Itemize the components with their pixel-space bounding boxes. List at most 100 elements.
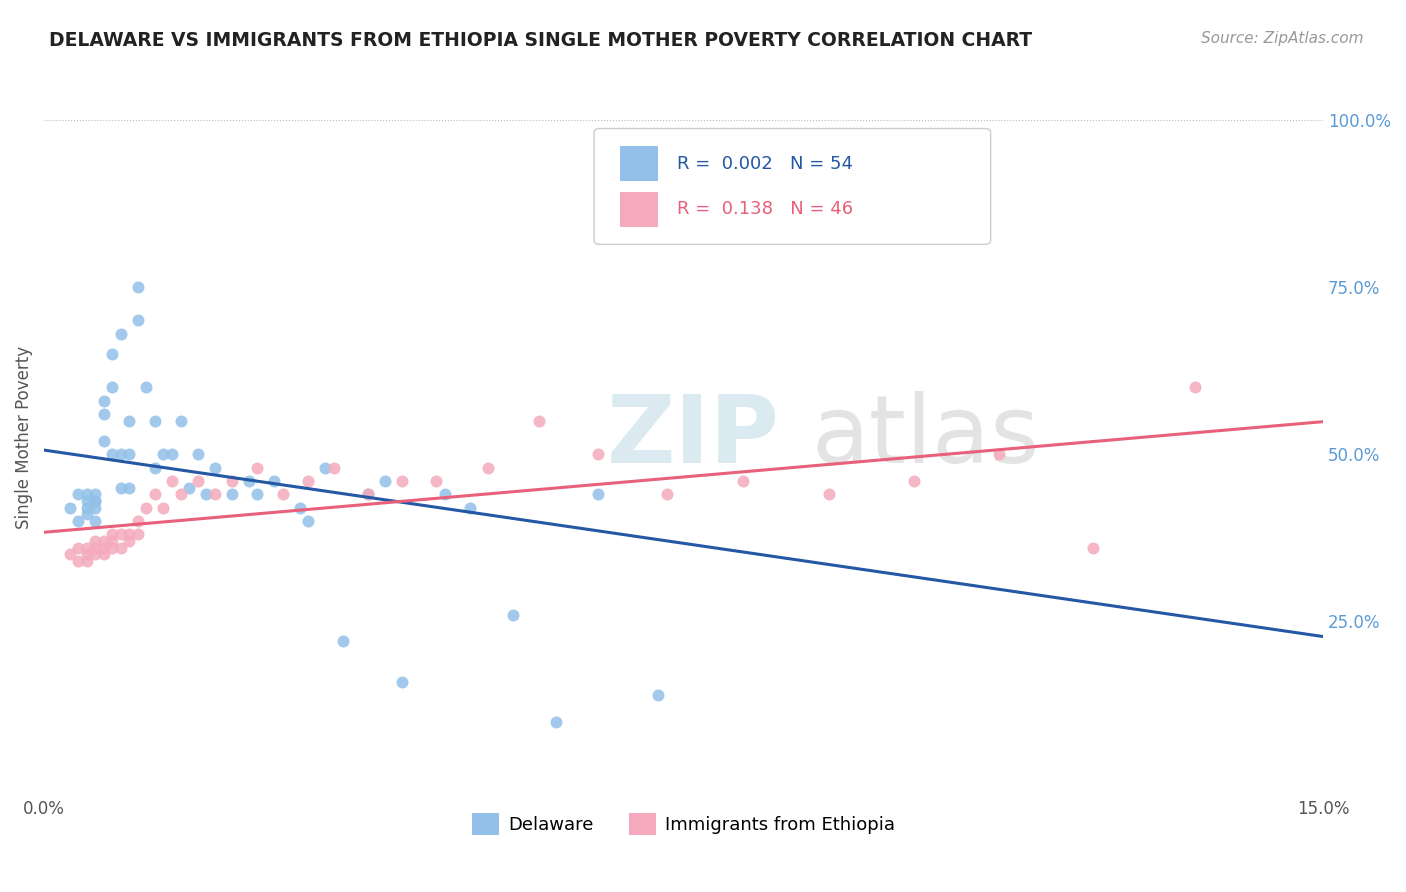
Point [127, 313, 149, 327]
Point [84, 487, 107, 501]
Point [221, 487, 243, 501]
Point [127, 280, 149, 294]
Point [160, 447, 183, 461]
Point [110, 447, 132, 461]
Point [135, 380, 157, 394]
Point [204, 487, 226, 501]
Point [118, 414, 141, 428]
Point [127, 527, 149, 541]
Point [101, 380, 124, 394]
Point [59, 500, 82, 515]
Point [101, 527, 124, 541]
Point [204, 460, 226, 475]
Point [588, 447, 610, 461]
Point [246, 460, 269, 475]
Text: R =  0.138   N = 46: R = 0.138 N = 46 [678, 200, 853, 219]
Point [110, 527, 132, 541]
Point [67, 541, 90, 555]
Point [152, 500, 174, 515]
Point [67, 487, 90, 501]
Point [238, 474, 260, 488]
Point [76, 541, 98, 555]
Point [110, 481, 132, 495]
Point [76, 554, 98, 568]
Point [391, 474, 413, 488]
Point [187, 474, 209, 488]
Point [93, 393, 115, 408]
Legend: Delaware, Immigrants from Ethiopia: Delaware, Immigrants from Ethiopia [464, 806, 903, 843]
Point [988, 447, 1011, 461]
Point [716, 146, 738, 161]
Point [76, 548, 98, 562]
Point [655, 487, 678, 501]
Point [67, 554, 90, 568]
Point [297, 514, 319, 528]
Point [332, 634, 354, 648]
Point [93, 534, 115, 549]
Point [76, 508, 98, 522]
Point [271, 487, 294, 501]
Point [288, 500, 311, 515]
Point [101, 534, 124, 549]
Point [357, 487, 380, 501]
Point [84, 548, 107, 562]
Text: R =  0.002   N = 54: R = 0.002 N = 54 [678, 154, 853, 172]
Point [169, 487, 191, 501]
Point [297, 474, 319, 488]
Point [143, 460, 166, 475]
Point [127, 514, 149, 528]
Point [101, 541, 124, 555]
Point [357, 487, 380, 501]
Point [374, 474, 396, 488]
Point [84, 500, 107, 515]
Point [391, 674, 413, 689]
Point [84, 541, 107, 555]
Point [177, 481, 200, 495]
Point [84, 494, 107, 508]
Point [110, 326, 132, 341]
Text: Source: ZipAtlas.com: Source: ZipAtlas.com [1201, 31, 1364, 46]
Point [527, 414, 550, 428]
Point [221, 474, 243, 488]
Text: ZIP: ZIP [607, 392, 780, 483]
Point [903, 474, 925, 488]
Point [502, 607, 524, 622]
Point [76, 500, 98, 515]
Point [195, 487, 218, 501]
Point [246, 487, 269, 501]
Point [323, 460, 346, 475]
Point [187, 447, 209, 461]
FancyBboxPatch shape [620, 192, 658, 227]
Point [263, 474, 285, 488]
Point [93, 407, 115, 421]
Point [425, 474, 447, 488]
Point [101, 347, 124, 361]
Point [143, 414, 166, 428]
Point [84, 494, 107, 508]
Point [817, 487, 839, 501]
Point [59, 548, 82, 562]
Text: DELAWARE VS IMMIGRANTS FROM ETHIOPIA SINGLE MOTHER POVERTY CORRELATION CHART: DELAWARE VS IMMIGRANTS FROM ETHIOPIA SIN… [49, 31, 1032, 50]
Point [160, 474, 183, 488]
Y-axis label: Single Mother Poverty: Single Mother Poverty [15, 346, 32, 529]
FancyBboxPatch shape [620, 146, 658, 181]
Point [118, 447, 141, 461]
FancyBboxPatch shape [595, 128, 991, 244]
Point [143, 487, 166, 501]
Point [110, 541, 132, 555]
Point [169, 414, 191, 428]
Point [84, 534, 107, 549]
Text: atlas: atlas [811, 392, 1040, 483]
Point [67, 514, 90, 528]
Point [118, 481, 141, 495]
Point [76, 487, 98, 501]
Point [433, 487, 456, 501]
Point [1184, 380, 1206, 394]
Point [733, 474, 755, 488]
Point [544, 714, 567, 729]
Point [1081, 541, 1104, 555]
Point [101, 447, 124, 461]
Point [93, 548, 115, 562]
Point [135, 500, 157, 515]
Point [588, 487, 610, 501]
